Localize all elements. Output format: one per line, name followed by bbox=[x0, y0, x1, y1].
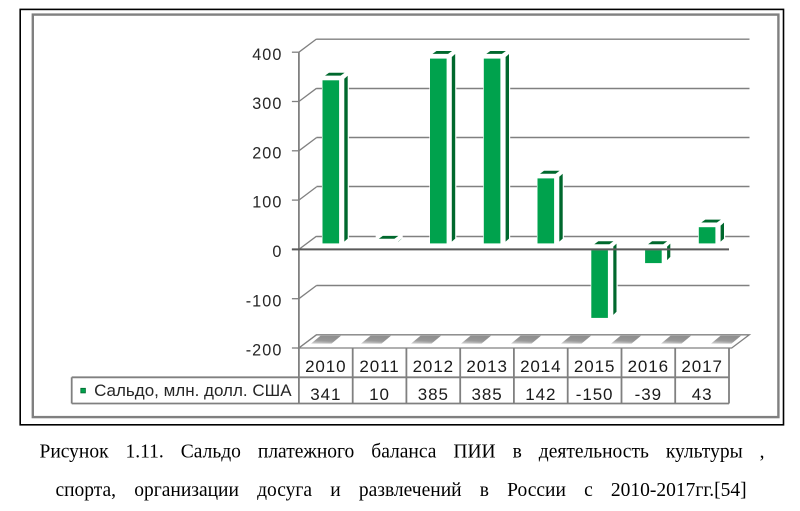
svg-text:2015: 2015 bbox=[574, 357, 615, 376]
svg-text:400: 400 bbox=[252, 46, 282, 64]
svg-text:-39: -39 bbox=[635, 385, 662, 404]
svg-text:2013: 2013 bbox=[466, 357, 507, 376]
svg-text:Рисунок 1.11. Сальдо платежног: Рисунок 1.11. Сальдо платежного баланса … bbox=[39, 442, 764, 463]
svg-text:-200: -200 bbox=[246, 342, 283, 360]
svg-text:-100: -100 bbox=[246, 292, 283, 310]
svg-text:300: 300 bbox=[252, 95, 282, 113]
svg-text:2017: 2017 bbox=[681, 357, 722, 376]
svg-text:142: 142 bbox=[525, 385, 556, 404]
svg-text:спорта, организации досуга и р: спорта, организации досуга и развлечений… bbox=[55, 480, 746, 501]
svg-text:385: 385 bbox=[472, 385, 503, 404]
svg-text:0: 0 bbox=[272, 243, 282, 261]
svg-text:385: 385 bbox=[418, 385, 449, 404]
svg-text:200: 200 bbox=[252, 144, 282, 162]
svg-text:341: 341 bbox=[310, 385, 341, 404]
svg-text:2011: 2011 bbox=[359, 357, 399, 376]
svg-text:2016: 2016 bbox=[628, 357, 669, 376]
svg-text:Сальдо, млн. долл. США: Сальдо, млн. долл. США bbox=[94, 381, 292, 400]
svg-text:2010: 2010 bbox=[305, 357, 346, 376]
svg-text:43: 43 bbox=[692, 385, 713, 404]
svg-text:2012: 2012 bbox=[413, 357, 454, 376]
svg-text:10: 10 bbox=[369, 385, 390, 404]
svg-text:2014: 2014 bbox=[520, 357, 561, 376]
svg-text:100: 100 bbox=[252, 194, 282, 212]
svg-text:-150: -150 bbox=[576, 385, 614, 404]
